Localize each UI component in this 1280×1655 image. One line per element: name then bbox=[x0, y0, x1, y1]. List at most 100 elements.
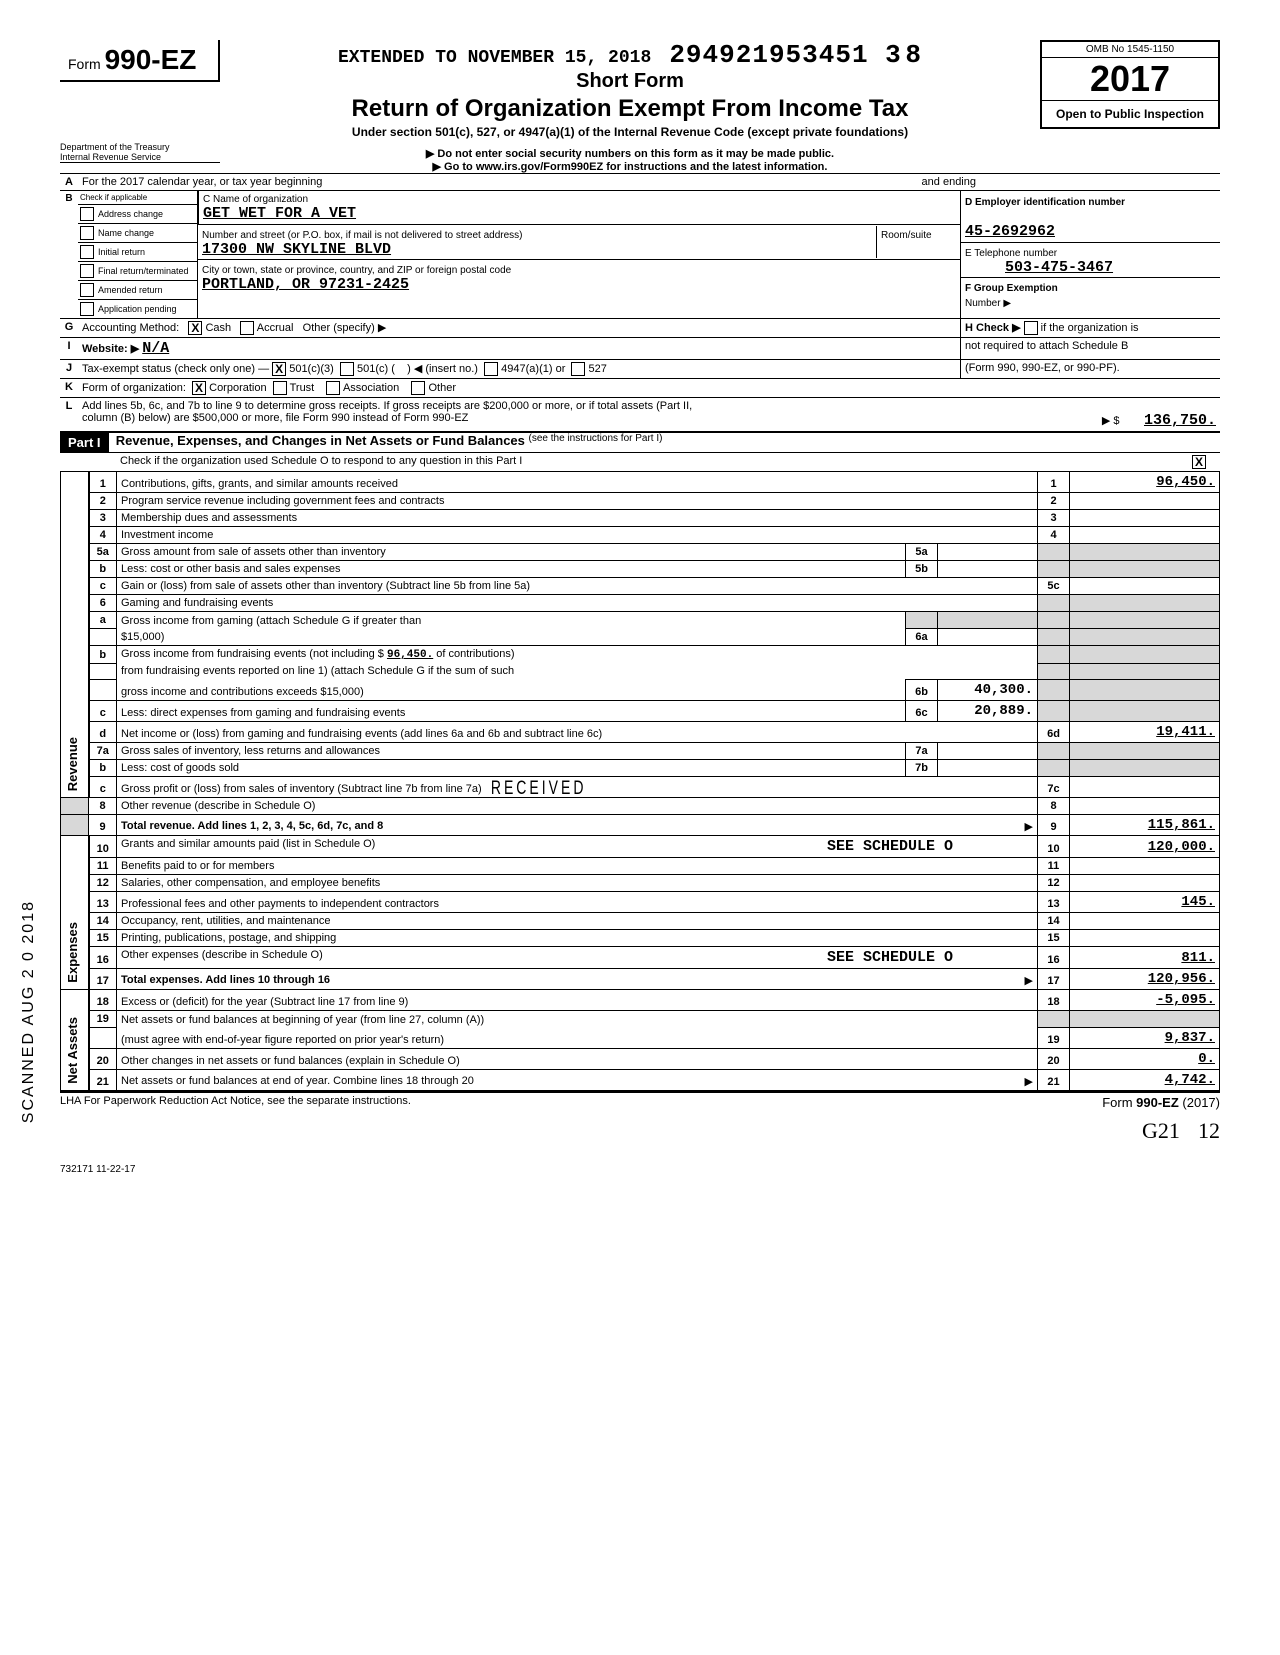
handwritten-12: 12 bbox=[1198, 1118, 1220, 1143]
row-l: L Add lines 5b, 6c, and 7b to line 9 to … bbox=[60, 397, 1220, 431]
handwritten-g21: G21 bbox=[1142, 1118, 1180, 1143]
checkbox-corporation[interactable]: X bbox=[192, 381, 206, 395]
checkbox-schedule-o[interactable]: X bbox=[1192, 455, 1206, 469]
street-address: 17300 NW SKYLINE BLVD bbox=[202, 241, 391, 258]
schedule-b-note: not required to attach Schedule B bbox=[960, 338, 1220, 359]
right-box: OMB No 1545-1150 2017 Open to Public Ins… bbox=[1040, 40, 1220, 129]
line-18: Net Assets 18Excess or (deficit) for the… bbox=[61, 990, 1220, 1011]
short-form-label: Short Form bbox=[220, 70, 1040, 93]
line-6d: dNet income or (loss) from gaming and fu… bbox=[61, 722, 1220, 743]
checkbox-501c3[interactable]: X bbox=[272, 362, 286, 376]
calendar-year-text: For the 2017 calendar year, or tax year … bbox=[82, 176, 322, 188]
f-number-label: Number ▶ bbox=[965, 298, 1011, 309]
header-stamp-number: 294921953451 3 bbox=[669, 40, 901, 70]
gross-receipts-amount: 136,750. bbox=[1144, 412, 1216, 429]
lines-table: Revenue 1 Contributions, gifts, grants, … bbox=[60, 471, 1220, 1091]
form-number-box: Form 990-EZ bbox=[60, 40, 220, 82]
dept-treasury: Department of the Treasury bbox=[60, 142, 220, 152]
h-text: if the organization is bbox=[1041, 322, 1139, 334]
checkbox-name-change[interactable] bbox=[80, 226, 94, 240]
line-13: 13Professional fees and other payments t… bbox=[61, 892, 1220, 913]
line-20: 20Other changes in net assets or fund ba… bbox=[61, 1049, 1220, 1070]
line-6: 6Gaming and fundraising events bbox=[61, 595, 1220, 612]
label-i: I bbox=[60, 338, 78, 359]
line-7c: c Gross profit or (loss) from sales of i… bbox=[61, 777, 1220, 798]
line-17: 17 Total expenses. Add lines 10 through … bbox=[61, 969, 1220, 990]
schedule-o-check-text: Check if the organization used Schedule … bbox=[120, 455, 522, 467]
opt-address-change: Address change bbox=[98, 209, 163, 219]
subtitle: Under section 501(c), 527, or 4947(a)(1)… bbox=[220, 125, 1040, 139]
form-label: Form 990-EZ bbox=[68, 56, 196, 72]
line-1: Revenue 1 Contributions, gifts, grants, … bbox=[61, 472, 1220, 493]
row-g: G Accounting Method: X Cash Accrual Othe… bbox=[60, 318, 1220, 337]
line-10: Expenses 10 Grants and similar amounts p… bbox=[61, 836, 1220, 858]
city-state-zip: PORTLAND, OR 97231-2425 bbox=[202, 276, 409, 293]
checkbox-h[interactable] bbox=[1024, 321, 1038, 335]
line-8: 8Other revenue (describe in Schedule O)8 bbox=[61, 798, 1220, 815]
line-5b: bLess: cost or other basis and sales exp… bbox=[61, 561, 1220, 578]
check-if-label: Check if applicable bbox=[78, 191, 197, 204]
row-l-text1: Add lines 5b, 6c, and 7b to line 9 to de… bbox=[82, 400, 692, 412]
checkbox-trust[interactable] bbox=[273, 381, 287, 395]
checkbox-527[interactable] bbox=[571, 362, 585, 376]
section-expenses: Expenses bbox=[65, 918, 80, 987]
part1-header: Part I Revenue, Expenses, and Changes in… bbox=[60, 431, 1220, 452]
line-16: 16 Other expenses (describe in Schedule … bbox=[61, 947, 1220, 969]
insert-no-label: ) ◀ (insert no.) bbox=[407, 363, 478, 375]
line-6c: cLess: direct expenses from gaming and f… bbox=[61, 701, 1220, 722]
opt-initial-return: Initial return bbox=[98, 247, 145, 257]
see-schedule-o-10: SEE SCHEDULE O bbox=[827, 838, 953, 855]
opt-final-return: Final return/terminated bbox=[98, 266, 189, 276]
section-net-assets: Net Assets bbox=[65, 1013, 80, 1088]
checkbox-final-return[interactable] bbox=[80, 264, 94, 278]
checkbox-cash[interactable]: X bbox=[188, 321, 202, 335]
line-9: 9 Total revenue. Add lines 1, 2, 3, 4, 5… bbox=[61, 815, 1220, 836]
opt-amended-return: Amended return bbox=[98, 285, 163, 295]
checkbox-501c[interactable] bbox=[340, 362, 354, 376]
extended-date: EXTENDED TO NOVEMBER 15, 2018 bbox=[338, 48, 651, 68]
line-6a-1: aGross income from gaming (attach Schedu… bbox=[61, 612, 1220, 629]
checkbox-initial-return[interactable] bbox=[80, 245, 94, 259]
dept-irs: Internal Revenue Service bbox=[60, 152, 220, 163]
checkbox-other-org[interactable] bbox=[411, 381, 425, 395]
line-12: 12Salaries, other compensation, and empl… bbox=[61, 875, 1220, 892]
form-header: Form 990-EZ Department of the Treasury I… bbox=[60, 40, 1220, 173]
tax-year: 2017 bbox=[1042, 58, 1218, 101]
ein-value: 45-2692962 bbox=[965, 223, 1055, 240]
check-if-applicable: Check if applicable Address change Name … bbox=[78, 191, 198, 318]
header-stamp-suffix: 8 bbox=[905, 40, 922, 70]
line-3: 3Membership dues and assessments3 bbox=[61, 510, 1220, 527]
other-specify-label: Other (specify) ▶ bbox=[303, 322, 387, 334]
line-19-2: (must agree with end-of-year figure repo… bbox=[61, 1028, 1220, 1049]
checkbox-amended-return[interactable] bbox=[80, 283, 94, 297]
ending-text: and ending bbox=[922, 176, 976, 188]
open-to-public: Open to Public Inspection bbox=[1042, 101, 1218, 127]
checkbox-association[interactable] bbox=[326, 381, 340, 395]
city-label: City or town, state or province, country… bbox=[202, 265, 511, 276]
opt-application-pending: Application pending bbox=[98, 304, 177, 314]
checkbox-address-change[interactable] bbox=[80, 207, 94, 221]
row-i: I Website: ▶ N/A not required to attach … bbox=[60, 337, 1220, 359]
row-k: K Form of organization: X Corporation Tr… bbox=[60, 378, 1220, 397]
accrual-label: Accrual bbox=[257, 322, 294, 334]
see-schedule-o-16: SEE SCHEDULE O bbox=[827, 949, 953, 966]
line-7a: 7aGross sales of inventory, less returns… bbox=[61, 743, 1220, 760]
label-j: J bbox=[60, 360, 78, 378]
omb-number: OMB No 1545-1150 bbox=[1042, 42, 1218, 58]
line-14: 14Occupancy, rent, utilities, and mainte… bbox=[61, 913, 1220, 930]
line-15: 15Printing, publications, postage, and s… bbox=[61, 930, 1220, 947]
line-6b-2: from fundraising events reported on line… bbox=[61, 663, 1220, 680]
label-l: L bbox=[60, 398, 78, 431]
line-6a-2: $15,000)6a bbox=[61, 629, 1220, 646]
website-label: Website: ▶ bbox=[82, 343, 139, 355]
checkbox-4947[interactable] bbox=[484, 362, 498, 376]
section-revenue: Revenue bbox=[65, 733, 80, 795]
label-k: K bbox=[60, 379, 78, 397]
opt-name-change: Name change bbox=[98, 228, 154, 238]
checkbox-application-pending[interactable] bbox=[80, 302, 94, 316]
tax-exempt-label: Tax-exempt status (check only one) — bbox=[82, 363, 269, 375]
line-21: 21 Net assets or fund balances at end of… bbox=[61, 1070, 1220, 1091]
accounting-method-label: Accounting Method: bbox=[82, 322, 179, 334]
row-l-arrow: ▶ $ bbox=[1102, 415, 1120, 427]
checkbox-accrual[interactable] bbox=[240, 321, 254, 335]
